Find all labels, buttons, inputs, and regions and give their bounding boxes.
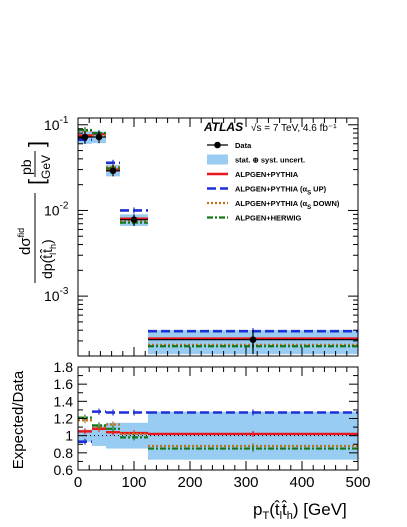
bracket: ]	[24, 141, 49, 147]
ratio-panel: 0.60.811.2 1.41.61.8 0 100 200 300 400 500 Expec…	[10, 359, 371, 522]
legend: Data stat. ⊕ syst. uncert. ALPGEN+PYTHIA AL…	[207, 141, 340, 223]
ratio-y-tick-label: 0.8	[54, 445, 74, 461]
main-frame	[77, 117, 359, 357]
ratio-y-tick-label: 1.6	[54, 376, 74, 392]
x-axis-label: pT(t̂lt̂h) [GeV]	[253, 500, 347, 522]
y-axis-label: dσfid dp(t̂lt̂h) [ pb GeV]	[16, 141, 58, 283]
data-point	[109, 167, 117, 175]
legend-band-swatch	[207, 154, 228, 165]
ratio-y-axis-label: Expected/Data	[10, 370, 27, 469]
unit-numerator: pb	[18, 159, 34, 175]
ratio-frame	[77, 366, 359, 471]
y-tick-label: 10-1	[44, 115, 69, 133]
x-tick-label: 300	[233, 474, 258, 491]
legend-label: ALPGEN+PYTHIA	[235, 170, 299, 179]
x-tick-label: 400	[289, 474, 314, 491]
data-point	[81, 133, 89, 141]
data-point	[130, 216, 138, 223]
ratio-y-tick-label: 1	[65, 428, 73, 444]
unit-denominator: GeV	[39, 155, 53, 179]
ratio-y-axis-label-text: Expected/Data	[10, 370, 27, 469]
x-tick-label: 100	[121, 474, 146, 491]
y-axis-label-denominator: dp(t̂lt̂h)	[39, 239, 58, 279]
main-panel: 10-1 10-2 10-3 dσfid dp(t̂lt̂h) [ pb GeV] ATLAS √…	[16, 115, 359, 357]
x-tick-label: 200	[177, 474, 202, 491]
x-tick-label: 0	[74, 474, 82, 491]
energy-label: √s = 7 TeV, 4.6 fb⁻¹	[251, 122, 337, 134]
data-point	[249, 336, 257, 343]
x-tick-label: 500	[345, 474, 370, 491]
legend-data-marker	[214, 141, 221, 149]
legend-label: ALPGEN+PYTHIA (αS UP)	[235, 185, 327, 197]
y-tick-label: 10-2	[44, 200, 69, 218]
data-point	[95, 133, 103, 141]
legend-label: stat. ⊕ syst. uncert.	[235, 156, 305, 165]
bracket: [	[24, 179, 49, 185]
legend-label: Data	[235, 141, 252, 150]
legend-label: ALPGEN+HERWIG	[235, 214, 301, 223]
ratio-y-tick-label: 1.2	[54, 411, 74, 427]
atlas-label: ATLAS	[203, 120, 243, 134]
legend-label: ALPGEN+PYTHIA (αS DOWN)	[235, 199, 340, 211]
y-tick-label: 10-3	[44, 286, 69, 304]
ratio-y-tick-label: 1.4	[54, 393, 74, 409]
y-axis-label-numerator: dσfid	[16, 228, 34, 255]
ratio-y-tick-label: 1.8	[54, 359, 74, 375]
ratio-y-tick-label: 0.6	[54, 462, 74, 478]
